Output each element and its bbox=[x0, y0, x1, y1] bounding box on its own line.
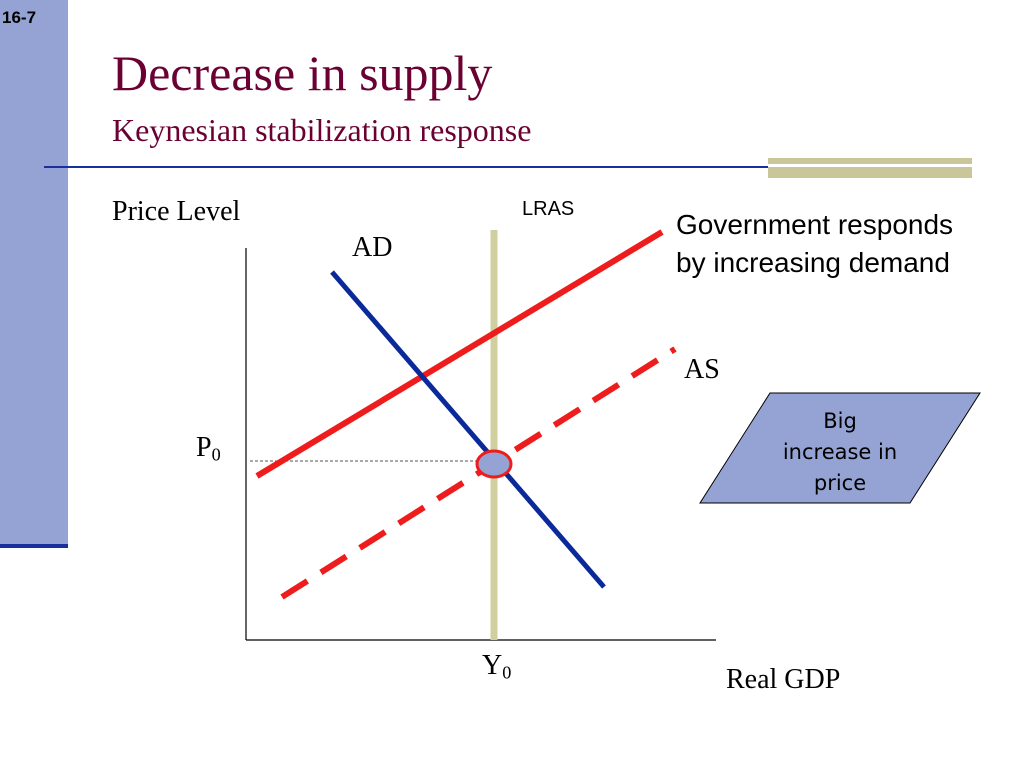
callout-line-3: price bbox=[813, 471, 867, 495]
as-shifted-line bbox=[255, 229, 664, 479]
slide-title: Decrease in supply bbox=[112, 45, 493, 101]
sidebar-bottom-rule bbox=[0, 544, 68, 548]
sidebar-bar bbox=[0, 0, 68, 548]
x-axis-label: Real GDP bbox=[726, 664, 841, 695]
title-rule bbox=[44, 166, 772, 168]
callout-line-1: Big bbox=[823, 409, 857, 433]
slide-subtitle: Keynesian stabilization response bbox=[112, 112, 532, 148]
y0-main: Y bbox=[482, 650, 503, 681]
y0-subscript: 0 bbox=[502, 662, 512, 683]
slide-number: 16-7 bbox=[2, 8, 37, 27]
y-axis-label: Price Level bbox=[112, 196, 241, 227]
as-label: AS bbox=[684, 354, 720, 385]
callout-parallelogram bbox=[699, 392, 981, 504]
as-original-dashed-line bbox=[280, 346, 677, 600]
callout-line-2: increase in bbox=[782, 440, 898, 464]
ad-label: AD bbox=[352, 232, 393, 263]
annotation-line-2: by increasing demand bbox=[676, 247, 950, 278]
government-annotation: Government responds by increasing demand bbox=[676, 206, 953, 282]
ad-line bbox=[330, 270, 606, 589]
lras-label: LRAS bbox=[522, 198, 575, 220]
equilibrium-marker bbox=[475, 449, 513, 479]
callout-text: Big increase in price bbox=[770, 406, 910, 499]
p0-label: P0 bbox=[196, 432, 221, 466]
title-accent-bar bbox=[768, 158, 972, 178]
p0-subscript: 0 bbox=[211, 444, 221, 465]
y0-label: Y0 bbox=[482, 650, 511, 684]
p0-main: P bbox=[196, 432, 212, 463]
annotation-line-1: Government responds bbox=[676, 209, 954, 240]
